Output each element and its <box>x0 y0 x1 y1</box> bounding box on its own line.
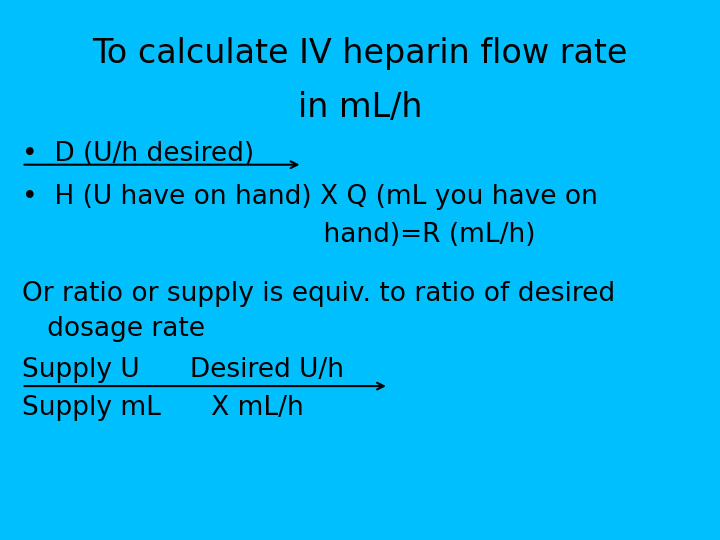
Text: •  D (U/h desired): • D (U/h desired) <box>22 141 253 167</box>
Text: To calculate IV heparin flow rate: To calculate IV heparin flow rate <box>92 37 628 71</box>
Text: Supply mL      X mL/h: Supply mL X mL/h <box>22 395 303 421</box>
Text: Or ratio or supply is equiv. to ratio of desired: Or ratio or supply is equiv. to ratio of… <box>22 281 615 307</box>
Text: dosage rate: dosage rate <box>22 316 204 342</box>
Text: in mL/h: in mL/h <box>298 91 422 125</box>
Text: Supply U      Desired U/h: Supply U Desired U/h <box>22 357 343 383</box>
Text: •  H (U have on hand) X Q (mL you have on: • H (U have on hand) X Q (mL you have on <box>22 184 598 210</box>
Text: hand)=R (mL/h): hand)=R (mL/h) <box>22 222 535 248</box>
